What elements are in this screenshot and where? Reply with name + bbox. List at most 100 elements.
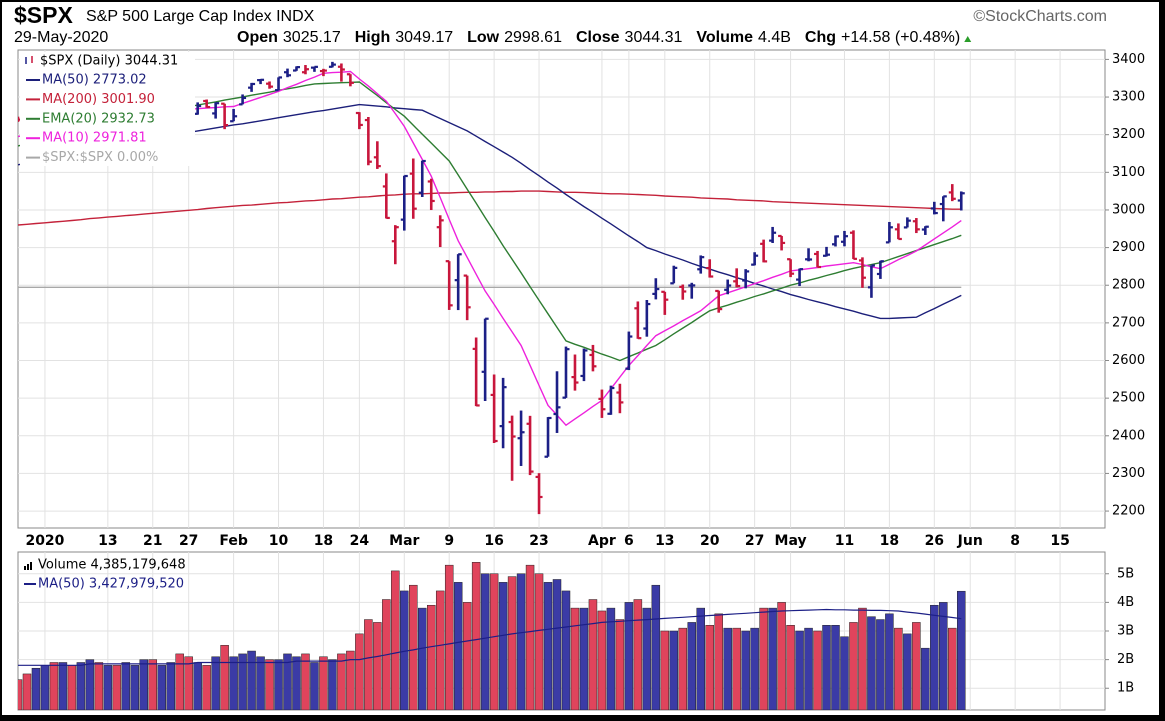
up-arrow <box>964 36 972 42</box>
volume-bar <box>921 647 930 710</box>
legend-label: EMA(20) 2932.73 <box>42 111 155 126</box>
field-value: 3049.17 <box>395 29 453 46</box>
volume-bar <box>94 662 104 710</box>
volume-bar <box>606 607 616 710</box>
volume-bar <box>768 607 777 710</box>
legend-icon <box>25 56 33 64</box>
volume-bar <box>355 633 364 710</box>
y-tick-label: 1B <box>1117 681 1134 696</box>
y-tick-label: 3B <box>1117 624 1134 639</box>
volume-bar <box>759 607 768 710</box>
y-tick-label: 2200 <box>1112 504 1145 519</box>
field-value: +14.58 (+0.48%) <box>841 29 960 46</box>
volume-bar <box>867 616 876 710</box>
y-tick-label: 2900 <box>1112 240 1145 255</box>
x-tick-label: 27 <box>745 533 764 549</box>
legend-label: $SPX (Daily) 3044.31 <box>40 54 178 69</box>
volume-bar <box>723 627 732 710</box>
volume-bar <box>678 627 688 710</box>
volume-bar <box>543 582 553 710</box>
volume-bar <box>750 627 759 710</box>
y-tick-label: 3000 <box>1112 202 1145 217</box>
volume-bar <box>76 662 86 710</box>
source: ©StockCharts.com <box>973 8 1107 25</box>
volume-bar <box>435 590 445 710</box>
x-tick-label: 24 <box>350 533 370 549</box>
y-tick-label: 2400 <box>1112 428 1145 443</box>
volume-bar <box>849 622 858 710</box>
volume-bar <box>642 607 652 710</box>
volume-bar <box>885 613 894 710</box>
volume-bar <box>220 645 229 710</box>
volume-bar <box>552 579 562 710</box>
volume-bar <box>310 662 319 710</box>
volume-bar <box>22 673 32 710</box>
volume-bar <box>804 627 813 710</box>
field-label: Chg <box>805 29 836 46</box>
volume-bar <box>525 564 535 710</box>
volume-bar <box>391 570 400 710</box>
volume-bar <box>930 604 939 710</box>
volume-bar <box>813 630 822 710</box>
x-tick-label: 16 <box>484 533 503 549</box>
legend-label: Volume 4,385,179,648 <box>38 558 186 573</box>
volume-bar <box>777 602 786 710</box>
volume-bar <box>175 653 184 710</box>
y-tick-label: 2500 <box>1112 391 1145 406</box>
x-tick-label: Jun <box>957 533 983 549</box>
x-tick-label: Apr <box>588 533 616 549</box>
field-value: 4.4B <box>758 29 791 46</box>
icon-bar <box>24 566 26 570</box>
volume-bar <box>669 630 679 710</box>
volume-bar <box>18 679 23 710</box>
volume-bars <box>18 562 966 710</box>
volume-bar <box>633 599 643 710</box>
field-label: Volume <box>696 29 753 46</box>
volume-bar <box>364 619 373 710</box>
volume-bar <box>292 656 301 710</box>
index-name: S&P 500 Large Cap Index INDX <box>86 8 315 25</box>
volume-bar <box>480 573 490 710</box>
x-tick-label: 9 <box>444 533 454 549</box>
field-value: 3025.17 <box>283 29 341 46</box>
legend-label: MA(50) 3,427,979,520 <box>38 577 184 592</box>
volume-bar <box>786 625 795 710</box>
x-tick-label: 18 <box>314 533 333 549</box>
x-tick-label: Feb <box>219 533 248 549</box>
volume-bar <box>283 653 292 710</box>
volume-bar <box>498 582 508 710</box>
volume-bar <box>121 662 131 710</box>
symbol: $SPX <box>14 2 73 28</box>
x-tick-label: 13 <box>98 533 117 549</box>
volume-bar <box>40 665 50 710</box>
volume-bar <box>840 636 849 710</box>
field-value: 2998.61 <box>504 29 562 46</box>
volume-bar <box>579 607 589 710</box>
volume-bar <box>939 602 948 710</box>
y-tick-label: 2600 <box>1112 353 1145 368</box>
volume-bar <box>265 659 274 710</box>
volume-bar <box>409 584 418 710</box>
volume-bar <box>112 665 122 710</box>
volume-bar <box>337 653 346 710</box>
legend-label: MA(200) 3001.90 <box>42 92 155 107</box>
y-tick-label: 2B <box>1117 652 1134 667</box>
volume-bar <box>444 564 454 710</box>
legend-label: MA(10) 2971.81 <box>42 131 147 146</box>
volume-bar <box>166 662 175 710</box>
volume-bar <box>58 662 68 710</box>
legend-label: MA(50) 2773.02 <box>42 73 147 88</box>
volume-bar <box>948 627 957 710</box>
x-tick-label: 21 <box>143 533 162 549</box>
field-label: Open <box>237 29 278 46</box>
volume-bar <box>615 619 625 710</box>
volume-bar <box>534 573 544 710</box>
y-tick-label: 3200 <box>1112 127 1145 142</box>
date: 29-May-2020 <box>14 29 108 46</box>
field-value: 3044.31 <box>625 29 683 46</box>
volume-bar <box>462 602 472 710</box>
volume-bar <box>588 599 598 710</box>
field-label: Close <box>576 29 620 46</box>
